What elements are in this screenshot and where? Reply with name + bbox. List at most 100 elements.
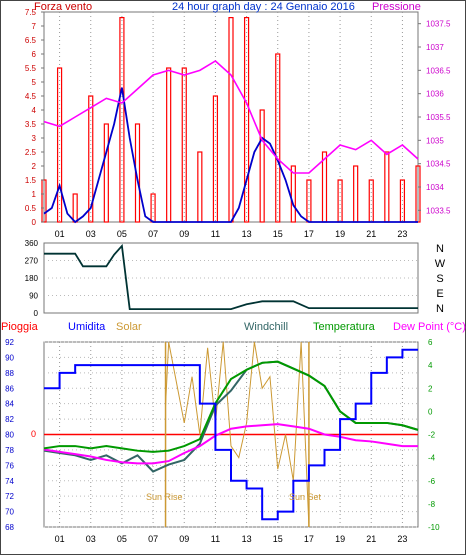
bot-x-tick: 23 — [397, 534, 407, 544]
top-plot-area — [43, 11, 419, 223]
humidity-y-tick: 70 — [5, 508, 14, 517]
humidity-y-tick: 72 — [5, 492, 14, 501]
dir-y-tick: 360 — [25, 239, 39, 248]
wind-y-tick: 1.5 — [25, 176, 37, 185]
bottom-lines — [43, 341, 419, 528]
wind-y-tick: 1 — [32, 190, 37, 199]
direction-line — [44, 243, 418, 311]
wind-y-tick: 7.5 — [25, 8, 37, 17]
top-x-tick: 21 — [366, 229, 376, 239]
top-x-tick: 07 — [148, 229, 158, 239]
legend-temperatura: Temperatura — [313, 321, 375, 333]
wind-y-tick: 2.5 — [25, 148, 37, 157]
wind-bar — [119, 17, 125, 223]
wind-y-tick: 2 — [32, 162, 37, 171]
pressure-axis-label: Pressione — [372, 1, 421, 13]
wind-bar — [103, 123, 109, 223]
dir-y-tick: 180 — [25, 274, 39, 283]
top-x-tick: 11 — [211, 229, 220, 239]
wind-bar — [56, 67, 63, 223]
pressure-line — [43, 60, 419, 174]
temp-y-tick: 6 — [428, 338, 433, 347]
temp-y-tick: -4 — [428, 454, 436, 463]
wind-bar — [290, 165, 296, 223]
chart-title: 24 hour graph day : 24 Gennaio 2016 — [172, 1, 355, 13]
umidita-line — [44, 348, 418, 521]
wind-bar — [259, 109, 265, 223]
solar-line — [165, 341, 310, 528]
compass-label: S — [436, 273, 443, 285]
pressure-y-tick: 1036 — [426, 90, 444, 99]
bot-x-tick: 03 — [86, 534, 96, 544]
humidity-y-tick: 68 — [5, 523, 14, 532]
compass-label: N — [436, 243, 444, 255]
temp-y-tick: -2 — [428, 431, 436, 440]
pressure-y-tick: 1034.5 — [426, 160, 451, 169]
direction-lines — [44, 243, 418, 311]
compass-label: N — [436, 303, 444, 315]
humidity-y-tick: 80 — [5, 431, 14, 440]
wind-y-tick: 4 — [32, 106, 37, 115]
pressure-y-tick: 1037.5 — [426, 20, 451, 29]
top-x-tick: 01 — [55, 229, 65, 239]
dir-y-tick: 90 — [29, 292, 38, 301]
humidity-y-tick: 86 — [5, 384, 14, 393]
humidity-y-tick: 90 — [5, 353, 14, 362]
dew-point-c-line — [43, 423, 418, 465]
top-x-tick: 17 — [304, 229, 314, 239]
wind-bar — [275, 53, 281, 223]
humidity-y-tick: 76 — [5, 461, 14, 470]
wind-bar — [243, 17, 250, 223]
bot-x-tick: 17 — [304, 534, 314, 544]
sunrise-annotation: Sun Rise — [146, 492, 183, 502]
wind-y-tick: 6.5 — [25, 36, 37, 45]
sunset-annotation: Sun Set — [289, 492, 322, 502]
top-x-tick: 13 — [242, 229, 252, 239]
pressure-y-tick: 1035 — [426, 136, 444, 145]
bot-x-tick: 21 — [366, 534, 376, 544]
wind-y-tick: 3.5 — [25, 120, 37, 129]
wind-y-tick: 4.5 — [25, 92, 37, 101]
temp-y-tick: -8 — [428, 500, 436, 509]
bot-x-tick: 01 — [55, 534, 65, 544]
pressure-y-tick: 1033.5 — [426, 206, 451, 215]
bot-x-tick: 19 — [335, 534, 345, 544]
humidity-y-tick: 82 — [5, 415, 14, 424]
legend-umidita: Umidita — [68, 321, 106, 333]
wind-y-tick: 0 — [32, 218, 37, 227]
pressure-y-tick: 1036.5 — [426, 66, 451, 75]
temperatura-line — [43, 360, 419, 453]
humidity-y-tick: 78 — [5, 446, 14, 455]
wind-y-tick: 6 — [32, 50, 37, 59]
temp-y-tick: 2 — [428, 384, 433, 393]
humidity-y-tick: 84 — [5, 400, 14, 409]
humidity-y-tick: 92 — [5, 338, 14, 347]
wind-y-tick: 5.5 — [25, 64, 37, 73]
bot-x-tick: 09 — [179, 534, 189, 544]
bot-x-tick: 15 — [273, 534, 283, 544]
top-x-tick: 03 — [86, 229, 96, 239]
pressure-y-tick: 1035.5 — [426, 113, 451, 122]
bot-x-tick: 11 — [211, 534, 220, 544]
dir-y-tick: 270 — [25, 257, 39, 266]
pressure-y-tick: 1034 — [426, 183, 444, 192]
compass-label: E — [436, 288, 443, 300]
top-x-tick: 23 — [397, 229, 407, 239]
legend-windchill: Windchill — [244, 321, 289, 333]
top-x-tick: 15 — [273, 229, 283, 239]
bot-x-tick: 07 — [148, 534, 158, 544]
humidity-y-tick: 88 — [5, 369, 14, 378]
legend-solar: Solar — [116, 321, 142, 333]
wind-bar — [88, 95, 94, 223]
legend-dewpoint: Dew Point (°C) — [393, 321, 466, 333]
compass-label: W — [435, 258, 446, 270]
top-lines — [43, 60, 419, 224]
direction-plot-area — [43, 242, 419, 314]
top-grid — [59, 12, 403, 222]
wind-y-tick: 3 — [32, 134, 37, 143]
bot-x-tick: 13 — [242, 534, 252, 544]
wind-y-tick: 7 — [32, 22, 37, 31]
wind-axis-label: Forza vento — [34, 1, 93, 13]
pressure-y-tick: 1037 — [426, 43, 444, 52]
